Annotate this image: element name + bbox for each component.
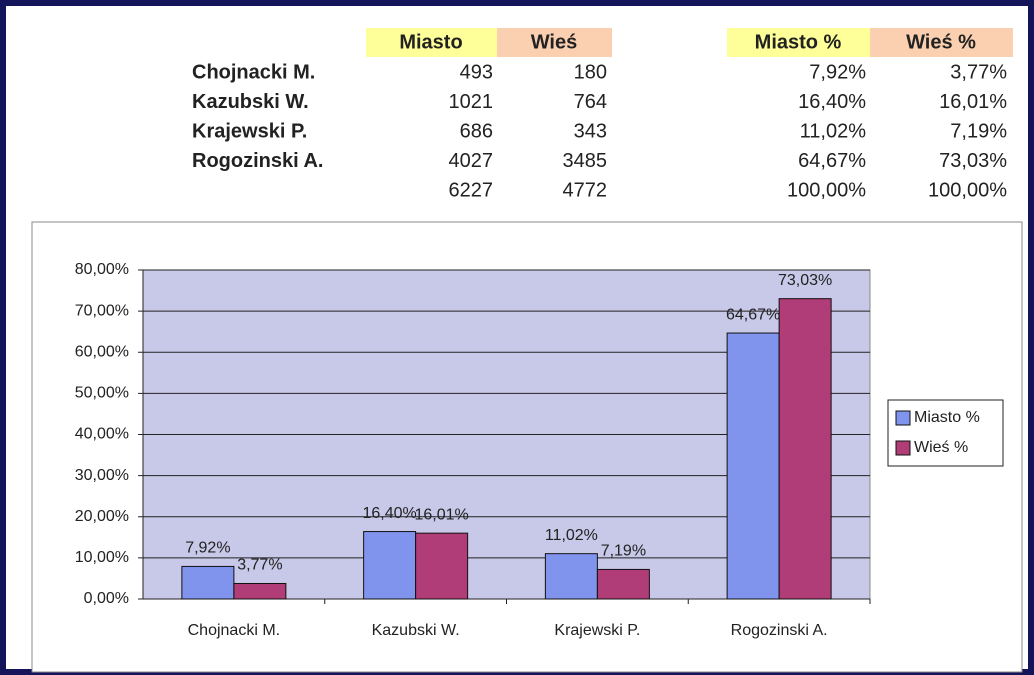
header-cell	[497, 28, 612, 57]
cell: 3485	[563, 150, 608, 172]
y-tick-label: 0,00%	[84, 590, 129, 607]
cell: 16,40%	[798, 91, 866, 113]
y-tick-label: 80,00%	[75, 261, 129, 278]
row-label: Rogozinski A.	[192, 150, 323, 172]
y-tick-label: 50,00%	[75, 385, 129, 402]
cell: 180	[574, 61, 607, 83]
bar	[181, 565, 235, 600]
bar	[415, 532, 469, 600]
column-header: Wieś %	[906, 31, 976, 53]
cell: 7,92%	[809, 61, 866, 83]
cell: 73,03%	[939, 150, 1007, 172]
cell: 100,00%	[928, 179, 1007, 201]
y-tick-label: 40,00%	[75, 426, 129, 443]
bar	[233, 582, 287, 600]
header-cell	[727, 28, 870, 57]
legend-swatch	[895, 440, 911, 456]
data-label: 11,02%	[545, 527, 598, 544]
column-header: Wieś	[531, 31, 578, 53]
y-tick-label: 30,00%	[75, 467, 129, 484]
y-tick-label: 10,00%	[75, 549, 129, 566]
cell: 686	[460, 120, 493, 142]
bar	[778, 298, 832, 600]
cell: 11,02%	[800, 120, 867, 142]
row-label: Chojnacki M.	[192, 61, 315, 83]
x-tick-label: Kazubski W.	[372, 622, 460, 639]
column-header: Miasto	[399, 31, 462, 53]
cell: 343	[574, 120, 607, 142]
header-cell	[870, 28, 1013, 57]
cell: 4027	[449, 150, 494, 172]
x-tick-label: Rogozinski A.	[731, 622, 828, 639]
x-tick-label: Chojnacki M.	[188, 622, 280, 639]
cell: 1021	[449, 91, 494, 113]
cell: 6227	[449, 179, 494, 201]
cell: 493	[460, 61, 493, 83]
cell: 64,67%	[798, 150, 866, 172]
data-label: 3,77%	[237, 557, 282, 574]
legend-label: Miasto %	[914, 409, 980, 426]
data-label: 16,01%	[414, 506, 468, 523]
bar	[596, 568, 650, 600]
data-label: 7,19%	[601, 543, 646, 560]
data-label: 16,40%	[362, 505, 416, 522]
data-label: 7,92%	[185, 540, 230, 557]
cell: 100,00%	[787, 179, 866, 201]
row-label: Krajewski P.	[192, 120, 307, 142]
legend-label: Wieś %	[914, 439, 968, 456]
bar	[544, 553, 598, 600]
y-tick-label: 60,00%	[75, 343, 129, 360]
y-tick-label: 70,00%	[75, 302, 129, 319]
cell: 16,01%	[939, 91, 1007, 113]
cell: 3,77%	[950, 61, 1007, 83]
bar	[726, 332, 780, 600]
x-tick-label: Krajewski P.	[554, 622, 640, 639]
column-header: Miasto %	[755, 31, 842, 53]
cell: 7,19%	[950, 120, 1007, 142]
data-label: 64,67%	[726, 306, 780, 323]
legend-swatch	[895, 410, 911, 426]
cell: 764	[574, 91, 607, 113]
header-cell	[366, 28, 497, 57]
bar	[363, 531, 417, 600]
data-label: 73,03%	[778, 272, 832, 289]
cell: 4772	[563, 179, 608, 201]
row-label: Kazubski W.	[192, 91, 309, 113]
y-tick-label: 20,00%	[75, 508, 129, 525]
